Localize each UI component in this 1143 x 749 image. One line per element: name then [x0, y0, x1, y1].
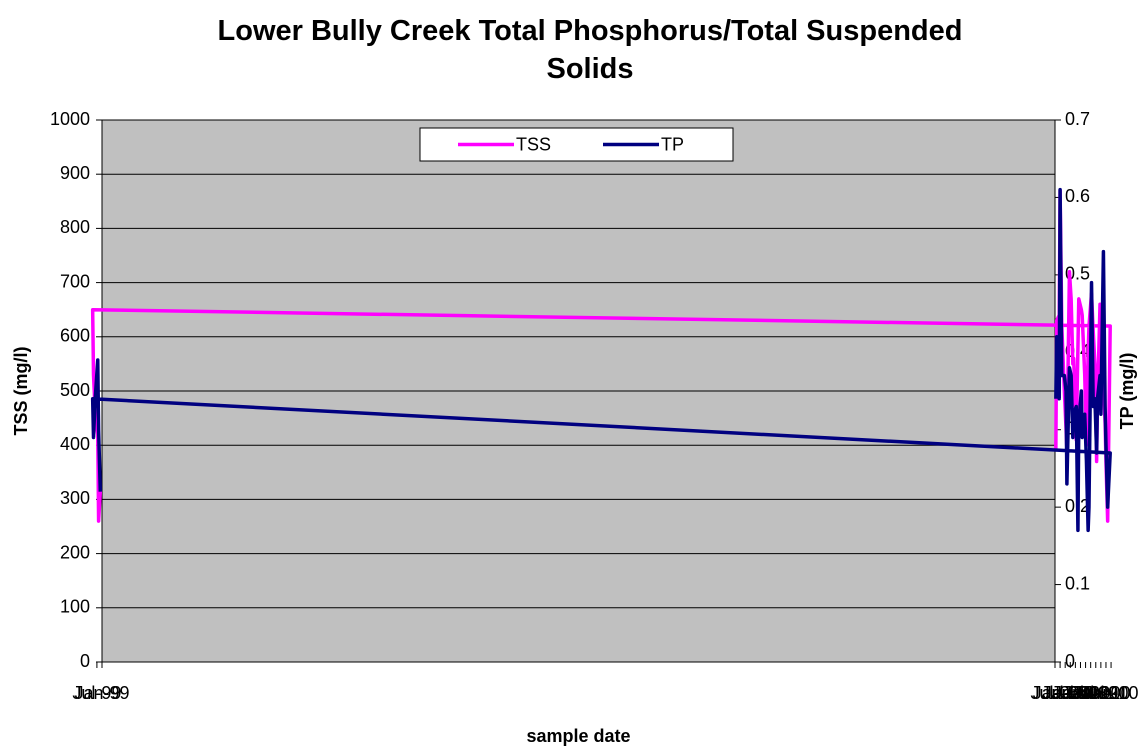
y-tick-label: 800	[60, 217, 90, 237]
legend-label: TSS	[516, 134, 551, 154]
y2-tick-label: 0.7	[1065, 109, 1090, 129]
x-tick-label: Jan-04	[1043, 683, 1098, 703]
series-line	[90, 187, 1112, 533]
y-tick-label: 1000	[50, 109, 90, 129]
y2-tick-label: 0.1	[1065, 573, 1090, 593]
x-tick-label: Jan-00	[1084, 683, 1139, 703]
y-tick-label: 700	[60, 271, 90, 291]
x-tick-label: Jan-99	[74, 683, 129, 703]
y-tick-label: 900	[60, 163, 90, 183]
x-tick-label: Jul-03	[1051, 683, 1100, 703]
y-tick-label: 300	[60, 488, 90, 508]
y-tick-label: 400	[60, 434, 90, 454]
legend-label: TP	[661, 134, 684, 154]
y2-tick-label: 0	[1065, 651, 1075, 671]
y-axis-label: TSS (mg/l)	[11, 346, 31, 435]
x-tick-label: Jul-01	[1071, 683, 1120, 703]
x-tick-label: Jul-04	[1041, 683, 1090, 703]
x-tick-label: Jul-99	[72, 683, 121, 703]
y2-axis-label: TP (mg/l)	[1117, 353, 1137, 430]
y2-tick-label: 0.6	[1065, 186, 1090, 206]
y-tick-label: 600	[60, 326, 90, 346]
chart-title: Lower Bully Creek Total Phosphorus/Total…	[217, 15, 963, 85]
y-tick-label: 0	[80, 651, 90, 671]
x-tick-label: Jan-02	[1063, 683, 1118, 703]
x-tick-label: Jul-00	[1081, 683, 1130, 703]
x-tick-label: Jul-05	[1030, 683, 1079, 703]
x-axis-label: sample date	[526, 726, 630, 746]
x-tick-label: Jul-02	[1061, 683, 1110, 703]
x-tick-label: Jan-05	[1033, 683, 1088, 703]
x-tick-label: Jan-03	[1053, 683, 1108, 703]
y-tick-label: 100	[60, 597, 90, 617]
y-tick-label: 500	[60, 380, 90, 400]
x-tick-label: Jan-01	[1073, 683, 1128, 703]
y-tick-label: 200	[60, 542, 90, 562]
